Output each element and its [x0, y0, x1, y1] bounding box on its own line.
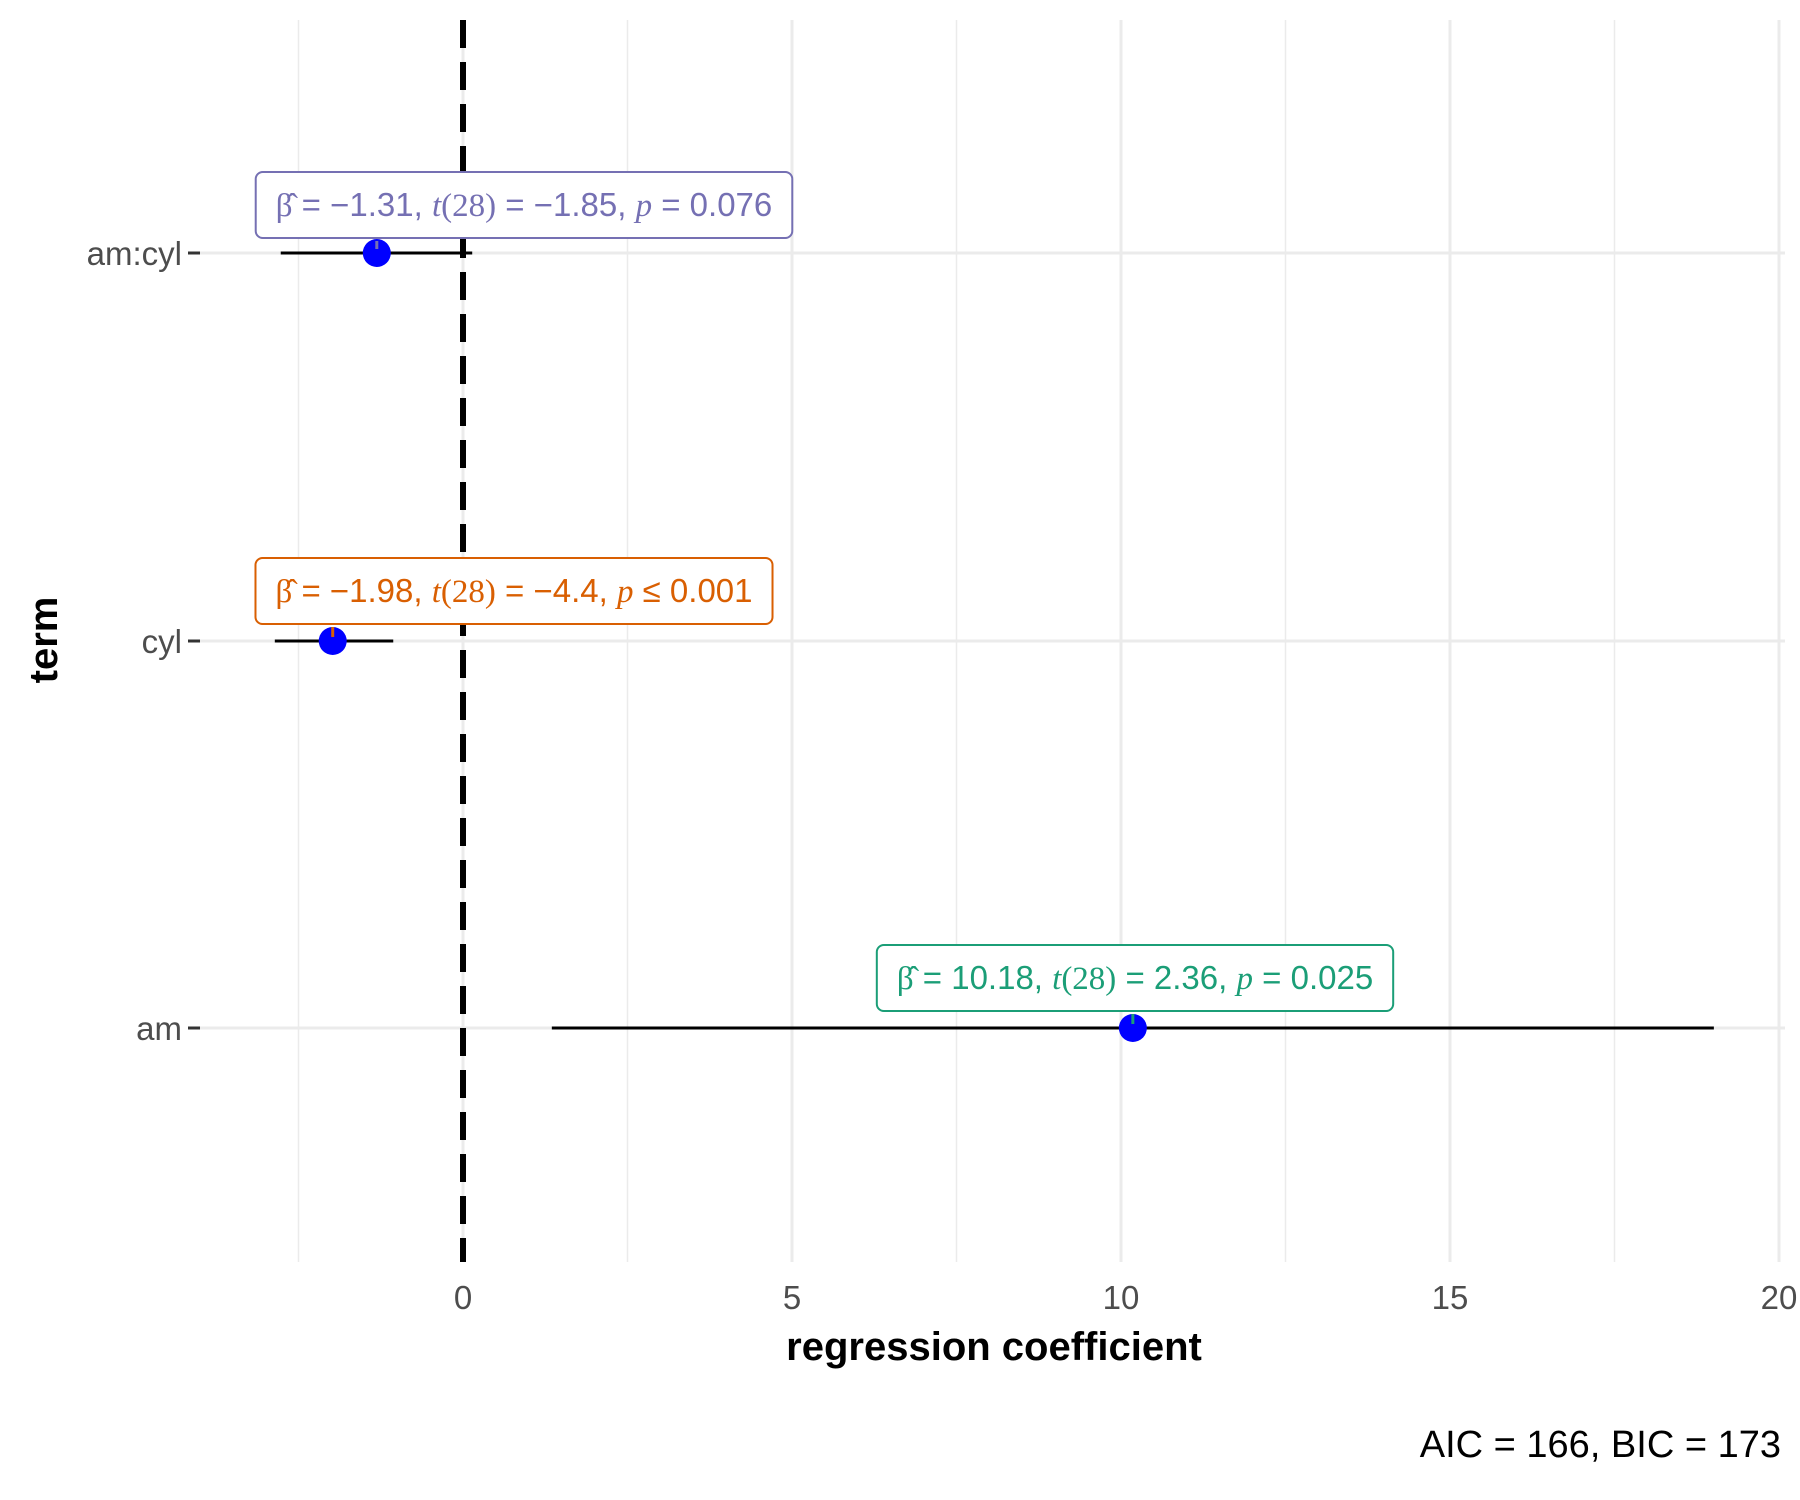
y-tick-label: am:cyl: [87, 235, 182, 272]
caption: AIC = 166, BIC = 173: [1420, 1424, 1781, 1466]
stat-label: β̂ = 10.18, t(28) = 2.36, p = 0.025: [875, 944, 1395, 1024]
x-tick-label: 15: [1432, 1279, 1469, 1316]
stat-labels: β̂ = 10.18, t(28) = 2.36, p = 0.025 β̂ = …: [254, 171, 1395, 1024]
axes: 0 5 10 15 20 am cyl am:cyl: [87, 235, 1798, 1316]
estimate-point: [318, 627, 347, 655]
marks: [274, 239, 1714, 1042]
label-box: [254, 557, 774, 625]
stat-label: β̂ = −1.31, t(28) = −1.85, p = 0.076: [254, 171, 794, 249]
label-box: [875, 944, 1395, 1012]
x-tick-label: 10: [1103, 1279, 1140, 1316]
label-box: [254, 171, 794, 239]
y-tick-label: am: [136, 1010, 182, 1047]
estimate-point: [1118, 1014, 1147, 1042]
x-axis-title: regression coefficient: [786, 1325, 1202, 1369]
y-tick-label: cyl: [142, 623, 182, 660]
label-text: β̂ = −1.31, t(28) = −1.85, p = 0.076: [276, 186, 773, 224]
x-tick-label: 20: [1761, 1279, 1798, 1316]
y-axis-title: term: [22, 597, 66, 684]
label-text: β̂ = 10.18, t(28) = 2.36, p = 0.025: [897, 959, 1373, 997]
x-tick-label: 5: [783, 1279, 801, 1316]
label-text: β̂ = −1.98, t(28) = −4.4, p ≤ 0.001: [275, 572, 752, 610]
x-tick-label: 0: [454, 1279, 472, 1316]
estimate-point: [362, 239, 391, 267]
stat-label: β̂ = −1.98, t(28) = −4.4, p ≤ 0.001: [254, 557, 774, 637]
